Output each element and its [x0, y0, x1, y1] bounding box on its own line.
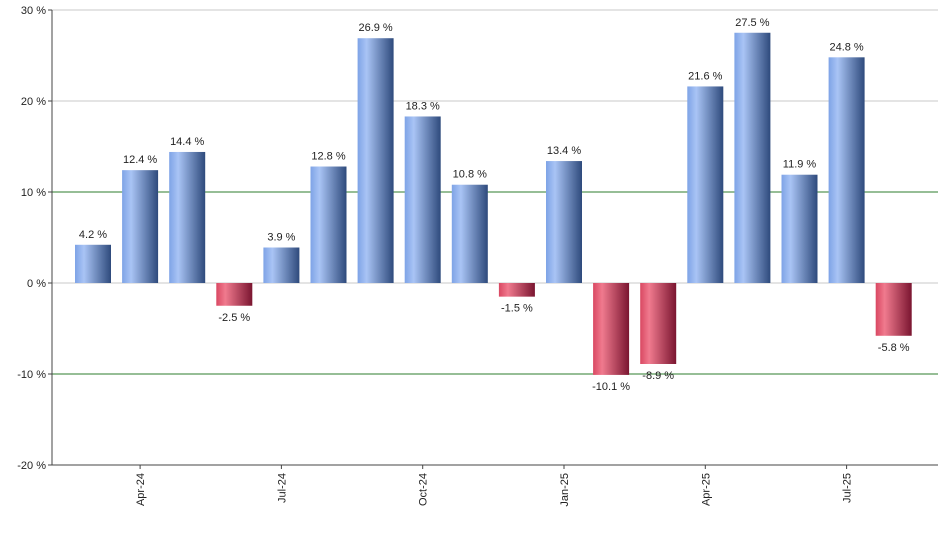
bar — [169, 151, 206, 283]
bar — [263, 247, 300, 283]
data-label: 26.9 % — [358, 22, 392, 34]
bar — [216, 283, 253, 306]
bar — [593, 283, 630, 375]
x-tick-label: Apr-24 — [135, 473, 147, 506]
data-label: 24.8 % — [829, 41, 863, 53]
data-label: 12.8 % — [311, 151, 345, 163]
bar — [828, 57, 865, 283]
bar — [687, 86, 724, 283]
data-label: -8.9 % — [642, 370, 674, 382]
data-label: 3.9 % — [267, 232, 295, 244]
data-label: 12.4 % — [123, 154, 157, 166]
bar — [122, 170, 159, 283]
data-label: 18.3 % — [406, 100, 440, 112]
y-tick-label: 30 % — [21, 5, 46, 17]
data-label: -2.5 % — [218, 312, 250, 324]
data-labels: 4.2 % 12.4 % 14.4 % -2.5 % 3.9 % 12.8 % 26.9 %… — [79, 17, 910, 393]
y-tick-label: 0 % — [27, 278, 46, 290]
x-tick-label: Jan-25 — [559, 473, 571, 507]
data-label: 14.4 % — [170, 136, 204, 148]
x-tick-label: Jul-24 — [276, 473, 288, 503]
bar — [546, 161, 582, 283]
bar — [734, 32, 771, 283]
data-label: 10.8 % — [453, 169, 487, 181]
x-tick-label: Apr-25 — [700, 473, 712, 506]
y-tick-label: 20 % — [21, 96, 46, 108]
y-tick-label: 10 % — [21, 187, 46, 199]
data-label: 4.2 % — [79, 229, 107, 241]
bar — [640, 283, 677, 364]
data-label: 11.9 % — [783, 159, 817, 171]
bar — [404, 116, 441, 283]
data-label: 13.4 % — [547, 145, 581, 157]
y-tick-label: -10 % — [17, 369, 46, 381]
data-label: -5.8 % — [878, 342, 910, 354]
data-label: 21.6 % — [688, 70, 722, 82]
axes: 30 % 20 % 10 % 0 % -10 % -20 % Apr-24 Jul-24 Oct… — [17, 5, 938, 507]
bar — [781, 174, 818, 283]
bar — [498, 283, 535, 297]
bar — [75, 244, 111, 283]
bars — [75, 32, 912, 375]
bar — [875, 283, 912, 336]
data-label: 27.5 % — [735, 17, 769, 29]
y-tick-label: -20 % — [17, 460, 46, 472]
bar — [357, 38, 394, 284]
bar — [451, 184, 488, 283]
x-tick-label: Oct-24 — [418, 473, 430, 506]
x-tick-label: Jul-25 — [842, 473, 854, 503]
bar — [310, 166, 347, 283]
data-label: -1.5 % — [501, 303, 533, 315]
data-label: -10.1 % — [592, 381, 630, 393]
